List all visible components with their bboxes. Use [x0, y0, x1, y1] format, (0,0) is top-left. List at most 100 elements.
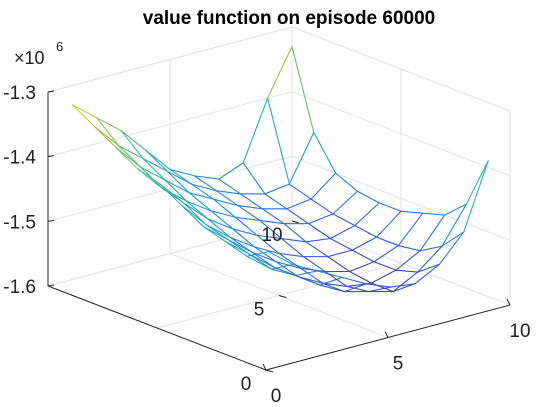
mesh-edge [256, 234, 283, 240]
surface-mesh [71, 45, 489, 293]
mesh-edge [392, 271, 419, 293]
mesh-edge [164, 179, 188, 202]
mesh-edge [188, 192, 212, 212]
top-side-edge [291, 26, 511, 112]
times-sign: × [14, 48, 25, 68]
mesh-edge [268, 251, 294, 266]
mesh-edge [264, 183, 290, 195]
mesh-edge [259, 219, 283, 240]
y-tick-mark [291, 220, 300, 224]
mesh-edge [281, 238, 304, 258]
mesh-edge [417, 245, 443, 273]
mesh-edge [193, 175, 220, 180]
mesh-edge [183, 202, 207, 226]
mesh-edge [295, 270, 318, 277]
mesh-edge [161, 187, 188, 202]
mesh-edge [329, 224, 356, 240]
mesh-edge [142, 157, 166, 181]
mesh-edge [329, 237, 353, 251]
mesh-edge [308, 213, 334, 225]
y-axis-line [47, 285, 267, 371]
mesh-edge [256, 234, 280, 255]
x-tick-mark [384, 331, 389, 338]
mesh-edge [322, 282, 345, 293]
mesh-edge [356, 190, 380, 204]
mesh-edge [370, 269, 397, 284]
x-tick-mark [506, 298, 511, 306]
mesh-edge [120, 130, 147, 151]
mesh-edge [349, 270, 372, 284]
mesh-edge [278, 252, 304, 258]
mesh-edge [234, 216, 261, 222]
mesh-edge [392, 283, 416, 293]
tick-labels: -1.3 -1.4 -1.5 -1.6 0 5 10 0 5 10 [3, 83, 530, 407]
chart-title: value function on episode 60000 [143, 8, 435, 29]
z-tick-mark [47, 219, 55, 222]
mesh-edge [164, 179, 190, 194]
mesh-edge [373, 245, 399, 263]
mesh-edge [191, 183, 217, 192]
mesh-edge [278, 252, 302, 269]
mesh-edge [390, 283, 416, 288]
mesh-edge [288, 131, 315, 185]
z-tick-mark [47, 90, 55, 93]
mesh-edge [96, 117, 120, 147]
mesh-edge [188, 192, 215, 200]
mesh-edge [370, 282, 394, 293]
mesh-edge [351, 249, 375, 263]
mesh-edge [242, 97, 269, 164]
axes-grid [47, 26, 511, 371]
mesh-edge [310, 172, 337, 200]
mesh-edge [324, 270, 348, 287]
mesh-edge [259, 219, 285, 225]
x-tick-label: 5 [393, 354, 404, 375]
mesh-edge [96, 117, 122, 132]
mesh-edge [354, 202, 380, 227]
mesh-edge [281, 238, 307, 243]
mesh-edge [400, 210, 424, 214]
mesh-edge [218, 178, 242, 195]
mesh-edge [186, 200, 212, 212]
z-axis-multiplier: ×10 6 [14, 39, 63, 68]
mesh-edge [240, 193, 263, 210]
mesh-edge [373, 261, 397, 271]
mesh-edge [169, 168, 193, 185]
mesh-edge [343, 283, 367, 293]
mesh-edge [166, 170, 190, 194]
mesh-edge [300, 267, 326, 273]
z-multiplier-exponent: 6 [56, 39, 63, 54]
mesh-edge [444, 203, 467, 216]
mesh-edge [302, 256, 326, 273]
mesh-edge [346, 285, 370, 293]
mesh-edge [237, 205, 263, 210]
mesh-edge [286, 208, 310, 225]
mesh-edge [261, 208, 285, 225]
mesh-edge [145, 149, 171, 170]
mesh-edge [229, 236, 256, 248]
mesh-edge [139, 166, 166, 181]
mesh-edge [251, 251, 277, 263]
x-tick-mark [262, 363, 267, 371]
mesh-edge [419, 245, 443, 252]
mesh-edge [275, 261, 302, 269]
mesh-edge [441, 231, 465, 247]
y-tick-label: 0 [241, 374, 252, 395]
mesh-edge [234, 216, 258, 236]
mesh-edge [422, 212, 446, 216]
mesh-edge [288, 183, 312, 200]
mesh-edge [327, 249, 353, 258]
z-tick-label: -1.4 [3, 148, 36, 169]
mesh-edge [346, 282, 372, 287]
mesh-edge [397, 245, 421, 252]
mesh-edge [93, 125, 120, 147]
mesh-edge [300, 267, 324, 284]
mesh-edge [71, 104, 98, 119]
mesh-edge [205, 223, 231, 238]
mesh-edge [267, 97, 290, 185]
mesh-edge [275, 261, 299, 278]
mesh-edge [341, 276, 367, 285]
z-tick-label: -1.6 [3, 277, 36, 298]
mesh-edge [120, 130, 144, 160]
z-tick-mark [47, 155, 55, 158]
